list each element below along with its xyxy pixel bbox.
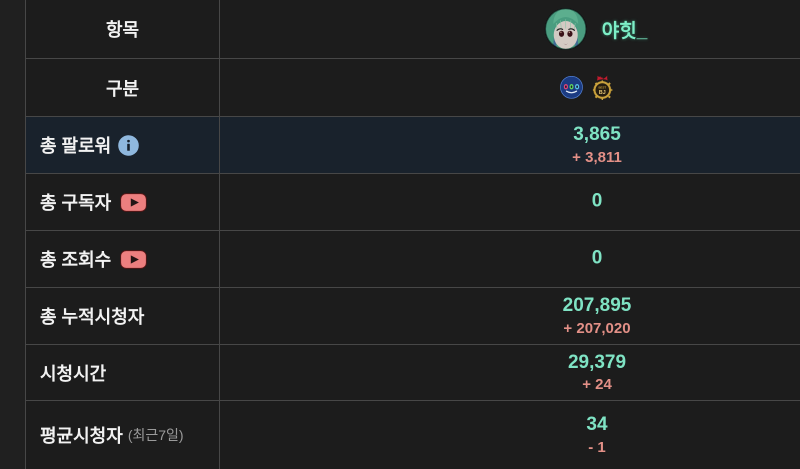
- svg-text:BEST: BEST: [598, 85, 606, 89]
- svg-text:BJ: BJ: [599, 90, 606, 96]
